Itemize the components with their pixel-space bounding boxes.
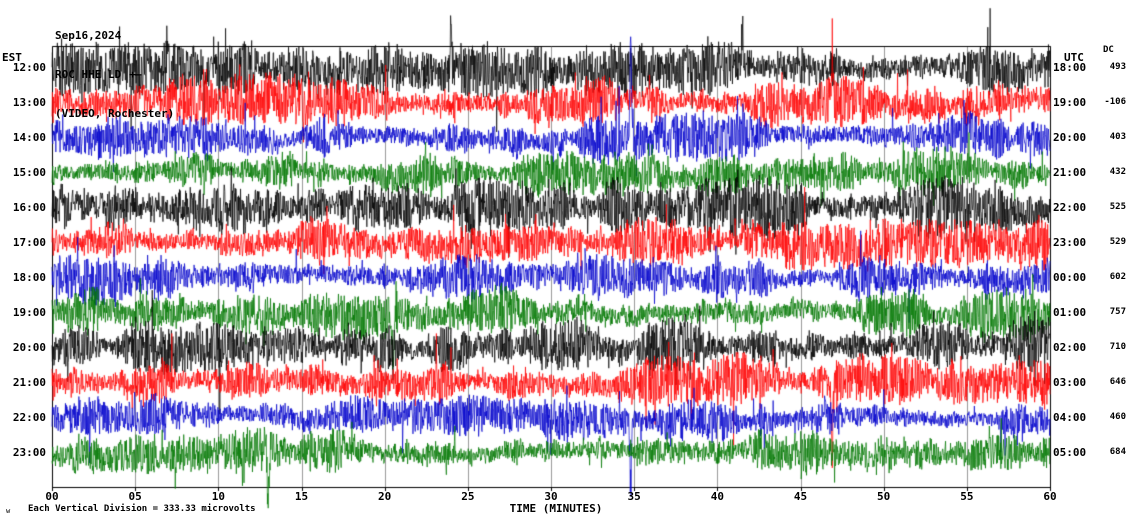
- est-hour-label: 14:00: [12, 131, 46, 144]
- right-axis-label: UTC: [1064, 51, 1084, 64]
- est-hour-label: 20:00: [12, 341, 46, 354]
- x-tick-label: 15: [294, 490, 309, 503]
- utc-hour-label: 19:00: [1053, 96, 1087, 109]
- est-hour-label: 12:00: [12, 61, 46, 74]
- dc-value: 529: [1109, 237, 1126, 247]
- x-tick-label: 45: [793, 490, 808, 503]
- dc-value: 646: [1109, 377, 1126, 387]
- utc-hour-label: 01:00: [1053, 306, 1087, 319]
- dc-value: 493: [1109, 62, 1126, 72]
- x-tick-label: 35: [627, 490, 641, 503]
- utc-hour-label: 03:00: [1053, 376, 1087, 389]
- x-tick-label: 20: [378, 490, 392, 503]
- x-tick-label: 50: [877, 490, 891, 503]
- est-hour-label: 13:00: [12, 96, 46, 109]
- dc-value: 602: [1109, 272, 1126, 282]
- watermark-glyph: w: [6, 507, 11, 515]
- dc-column-label: DC: [1103, 45, 1114, 55]
- plot-header: Sep16,2024 ROC HHE LD +— (VIDEO, Rocheste…: [55, 3, 174, 146]
- station-label: ROC HHE LD: [55, 68, 122, 81]
- est-hour-label: 22:00: [12, 411, 46, 424]
- utc-hour-label: 18:00: [1053, 61, 1087, 74]
- est-hour-label: 21:00: [12, 376, 46, 389]
- utc-hour-label: 22:00: [1053, 201, 1087, 214]
- x-axis-title: TIME (MINUTES): [509, 502, 603, 515]
- est-hour-label: 23:00: [12, 446, 46, 459]
- x-tick-label: 10: [211, 490, 225, 503]
- vertical-division-marker: +—: [129, 68, 141, 81]
- location-label: (VIDEO, Rochester): [55, 107, 175, 120]
- dc-value: 460: [1109, 412, 1126, 422]
- x-tick-label: 00: [45, 490, 59, 503]
- utc-hour-label: 23:00: [1053, 236, 1087, 249]
- est-hour-label: 15:00: [12, 166, 46, 179]
- date-label: Sep16,2024: [55, 29, 122, 42]
- utc-hour-label: 00:00: [1053, 271, 1087, 284]
- est-hour-label: 19:00: [12, 306, 46, 319]
- dc-value: 525: [1109, 202, 1126, 212]
- est-hour-label: 18:00: [12, 271, 46, 284]
- dc-value: 432: [1109, 167, 1126, 177]
- utc-hour-label: 04:00: [1053, 411, 1087, 424]
- utc-hour-label: 20:00: [1053, 131, 1087, 144]
- dc-value: 757: [1109, 307, 1126, 317]
- left-axis-label: EST: [2, 51, 22, 64]
- x-tick-label: 40: [710, 490, 724, 503]
- x-tick-label: 55: [960, 490, 974, 503]
- station-line: ROC HHE LD +—: [55, 68, 174, 81]
- x-tick-label: 05: [128, 490, 142, 503]
- utc-hour-label: 05:00: [1053, 446, 1087, 459]
- dc-value: 684: [1109, 447, 1126, 457]
- x-tick-label: 60: [1043, 490, 1057, 503]
- utc-hour-label: 21:00: [1053, 166, 1087, 179]
- est-hour-label: 17:00: [12, 236, 46, 249]
- dc-value: 710: [1109, 342, 1126, 352]
- dc-value: -106: [1104, 97, 1126, 107]
- x-tick-label: 25: [461, 490, 475, 503]
- est-hour-label: 16:00: [12, 201, 46, 214]
- utc-hour-label: 02:00: [1053, 341, 1087, 354]
- x-tick-label: 30: [544, 490, 558, 503]
- scale-note: Each Vertical Division = 333.33 microvol…: [28, 504, 256, 514]
- dc-value: 403: [1109, 132, 1126, 142]
